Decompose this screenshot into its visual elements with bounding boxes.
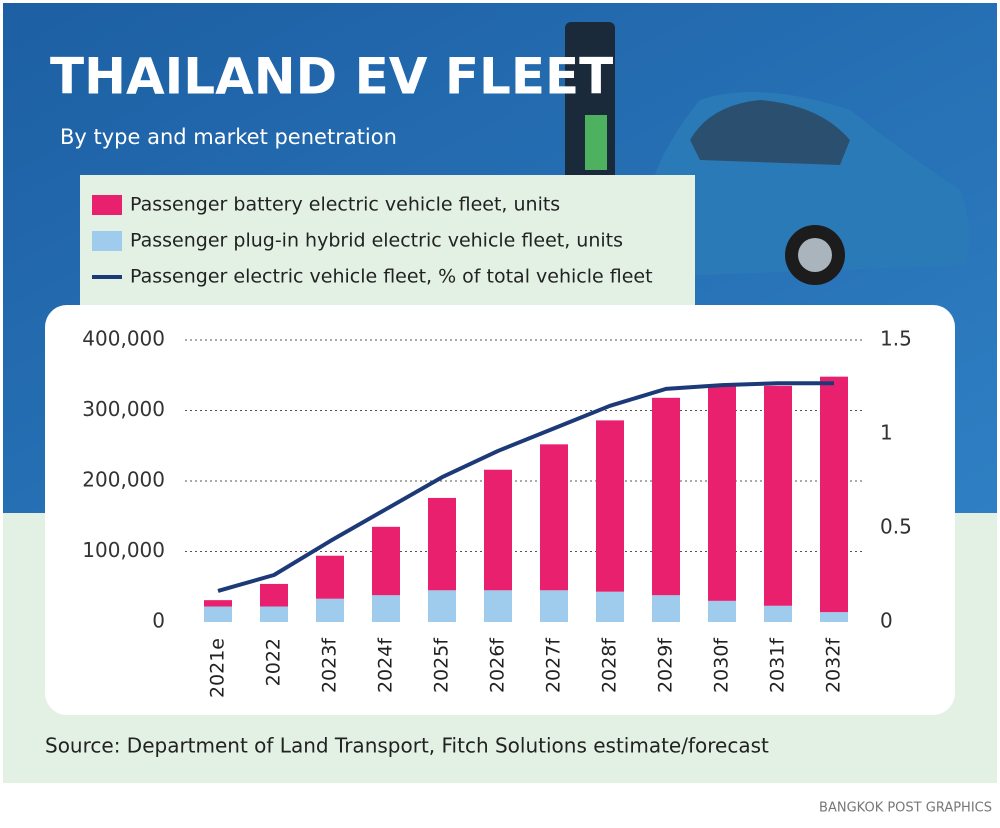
y2-tick-label: 0: [880, 609, 893, 633]
bar: [484, 469, 512, 591]
bar: [316, 598, 344, 622]
y2-tick-label: 0.5: [880, 515, 912, 539]
x-tick-label: 2021e: [207, 638, 229, 698]
bar: [652, 595, 680, 622]
bar: [652, 397, 680, 596]
x-tick-label: 2032f: [823, 637, 845, 693]
bar: [540, 590, 568, 622]
bar: [596, 420, 624, 592]
y2-tick-label: 1: [880, 421, 893, 445]
bar: [316, 555, 344, 599]
legend-swatch: [92, 195, 122, 215]
bar: [708, 385, 736, 601]
bar: [428, 497, 456, 591]
y-tick-label: 300,000: [82, 397, 165, 421]
x-tick-label: 2029f: [655, 637, 677, 693]
legend-label: Passenger plug-in hybrid electric vehicl…: [130, 230, 623, 252]
bar: [820, 376, 848, 613]
y-tick-label: 200,000: [82, 468, 165, 492]
car-window: [690, 100, 850, 165]
plot: Passenger battery electric vehicle fleet…: [82, 194, 912, 699]
y-tick-label: 0: [152, 609, 165, 633]
chart-title: THAILAND EV FLEET: [50, 48, 613, 106]
bar: [764, 605, 792, 622]
x-tick-label: 2023f: [319, 637, 341, 693]
source: Source: Department of Land Transport, Fi…: [45, 734, 769, 758]
bar: [820, 612, 848, 622]
credit: BANGKOK POST GRAPHICS: [819, 801, 992, 816]
bar: [260, 606, 288, 622]
chart-subtitle: By type and market penetration: [60, 125, 397, 149]
legend-label: Passenger battery electric vehicle fleet…: [130, 194, 560, 216]
bar: [764, 385, 792, 606]
y2-tick-label: 1.5: [880, 327, 912, 351]
charger-lights: [585, 115, 607, 170]
bar: [708, 600, 736, 622]
x-tick-label: 2028f: [599, 637, 621, 693]
x-tick-label: 2026f: [487, 637, 509, 693]
bar: [204, 606, 232, 622]
x-tick-label: 2024f: [375, 637, 397, 693]
x-tick-label: 2022: [263, 638, 285, 686]
x-tick-label: 2025f: [431, 637, 453, 693]
bar: [372, 526, 400, 596]
legend-label: Passenger electric vehicle fleet, % of t…: [130, 266, 653, 288]
line: [217, 381, 834, 593]
legend-swatch: [92, 231, 122, 251]
bar: [372, 595, 400, 622]
bar: [596, 591, 624, 622]
x-tick-label: 2030f: [711, 637, 733, 693]
car-rim: [798, 238, 832, 272]
bar: [260, 583, 288, 607]
y-tick-label: 100,000: [82, 538, 165, 562]
bar: [540, 444, 568, 591]
x-tick-label: 2031f: [767, 637, 789, 693]
x-tick-label: 2027f: [543, 637, 565, 693]
bar: [484, 590, 512, 622]
y-tick-label: 400,000: [82, 327, 165, 351]
legend-background: [80, 175, 695, 315]
bar: [204, 600, 232, 607]
bar: [428, 590, 456, 622]
